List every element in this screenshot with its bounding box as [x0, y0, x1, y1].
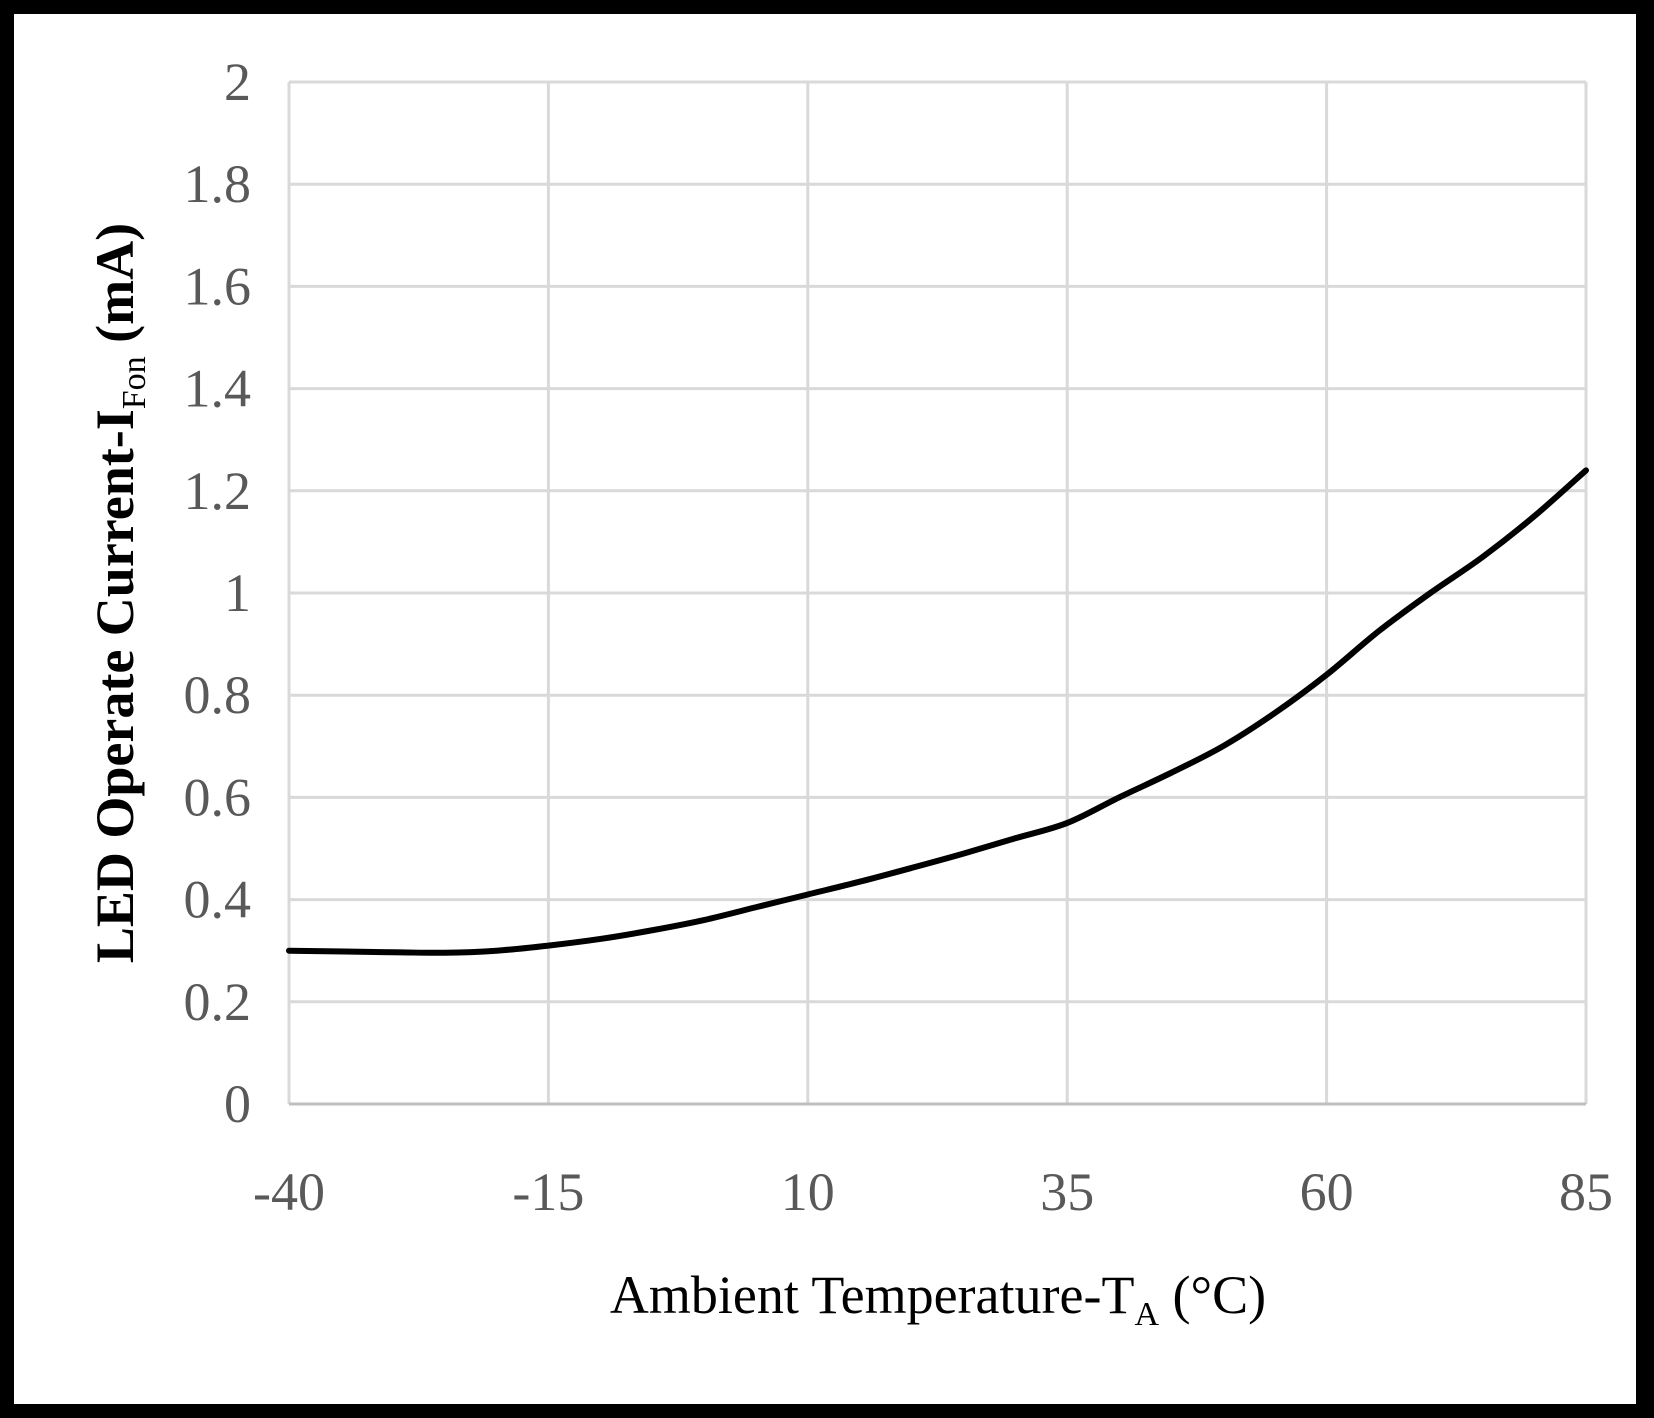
- y-tick-label: 0.6: [184, 767, 252, 827]
- y-tick-label: 1.2: [184, 461, 252, 521]
- y-axis-label: LED Operate Current-IFon (mA): [85, 223, 153, 963]
- y-tick-label: 1.8: [184, 154, 252, 214]
- chart-background: [14, 14, 1636, 1404]
- y-tick-label: 0.2: [184, 972, 252, 1032]
- series-line-ifon: [286, 467, 1589, 956]
- y-tick-label: 1.6: [184, 256, 252, 316]
- x-tick-label: 10: [781, 1162, 835, 1222]
- x-tick-label: 35: [1040, 1162, 1094, 1222]
- y-tick-label: 2: [224, 52, 251, 112]
- x-axis-label: Ambient Temperature-TA (°C): [610, 1265, 1266, 1333]
- y-tick-label: 1.4: [184, 359, 252, 419]
- x-tick-label: -40: [253, 1162, 325, 1222]
- y-tick-label: 0: [224, 1074, 251, 1134]
- x-tick-label: 85: [1559, 1162, 1613, 1222]
- y-tick-label: 0.4: [184, 870, 252, 930]
- y-tick-label: 0.8: [184, 665, 252, 725]
- x-tick-label: 60: [1300, 1162, 1354, 1222]
- x-tick-label: -15: [512, 1162, 584, 1222]
- y-tick-label: 1: [224, 563, 251, 623]
